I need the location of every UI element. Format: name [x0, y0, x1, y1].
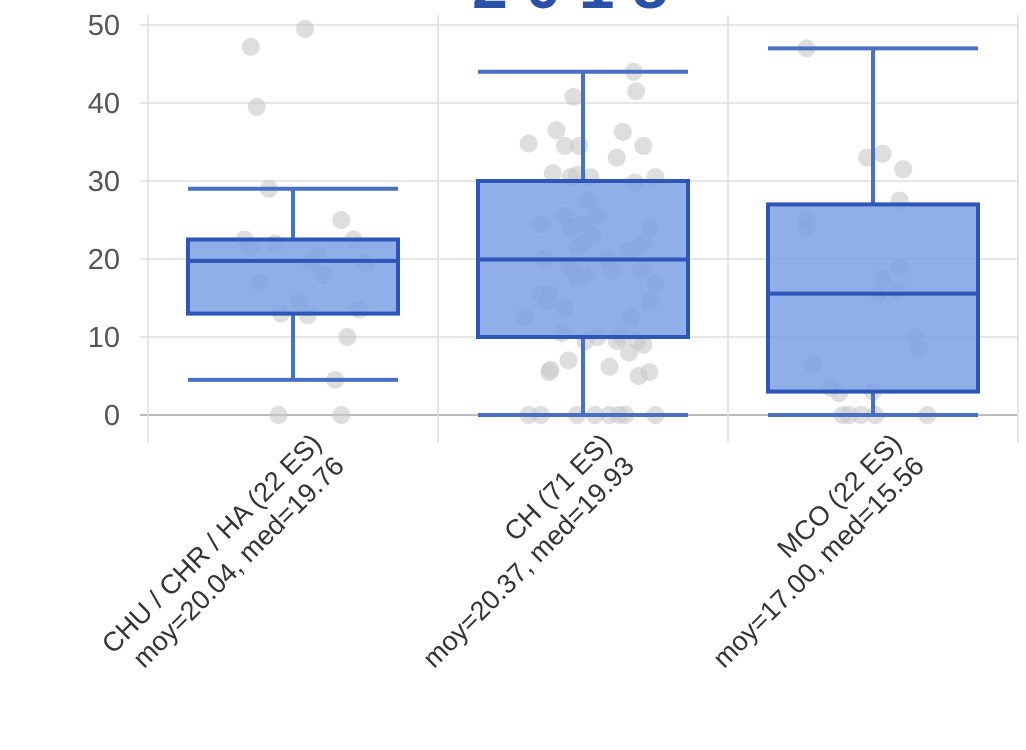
data-point-1-9: [607, 148, 626, 167]
data-point-0-4: [332, 211, 351, 229]
category-label-line2-0: moy=20.04, med=19.76: [127, 451, 350, 674]
data-point-1-6: [555, 136, 574, 155]
data-point-1-54: [600, 357, 619, 376]
data-point-1-8: [570, 136, 589, 155]
y-tick-label-0: 0: [104, 400, 120, 432]
data-point-1-5: [519, 134, 538, 153]
y-axis: 0 10 20 30 40 50: [88, 10, 120, 432]
data-point-2-1: [873, 144, 892, 163]
data-point-1-57: [640, 363, 659, 382]
y-tick-label-30: 30: [88, 166, 120, 198]
category-label-2: MCO (22 ES)moy=17.00, med=15.56: [707, 428, 930, 674]
y-tick-label-20: 20: [88, 244, 120, 276]
data-point-1-53: [559, 351, 578, 370]
data-point-1-52: [619, 343, 638, 362]
data-point-1-58: [541, 360, 560, 379]
category-label-0: CHU / CHR / HA (22 ES)moy=20.04, med=19.…: [96, 428, 350, 674]
category-label-line1-0: CHU / CHR / HA (22 ES): [96, 428, 327, 659]
data-point-0-0: [241, 37, 260, 56]
boxes-layer: [186, 46, 980, 417]
category-label-line2-2: moy=17.00, med=15.56: [707, 451, 930, 674]
data-point-1-7: [634, 136, 653, 155]
category-label-1: CH (71 ES)moy=20.37, med=19.93: [417, 428, 640, 674]
box-0: [186, 237, 400, 316]
data-point-1-3: [547, 121, 566, 140]
data-point-0-18: [338, 328, 357, 346]
data-point-0-2: [247, 97, 266, 116]
box-2: [766, 202, 980, 394]
data-point-1-1: [627, 82, 646, 101]
data-point-2-3: [894, 160, 913, 179]
data-point-1-50: [634, 335, 653, 354]
data-point-1-2: [564, 87, 583, 106]
chart-title: 2 0 1 8: [472, 0, 668, 22]
category-label-line2-1: moy=20.37, med=19.93: [417, 451, 640, 674]
y-tick-label-40: 40: [88, 88, 120, 120]
y-tick-label-10: 10: [88, 322, 120, 354]
data-point-0-21: [332, 406, 351, 424]
data-point-0-1: [296, 19, 315, 38]
x-axis-labels: CHU / CHR / HA (22 ES)moy=20.04, med=19.…: [96, 428, 930, 674]
data-point-1-10: [543, 164, 562, 183]
y-tick-label-50: 50: [88, 10, 120, 42]
data-point-0-20: [269, 406, 288, 424]
data-point-1-4: [613, 122, 632, 141]
